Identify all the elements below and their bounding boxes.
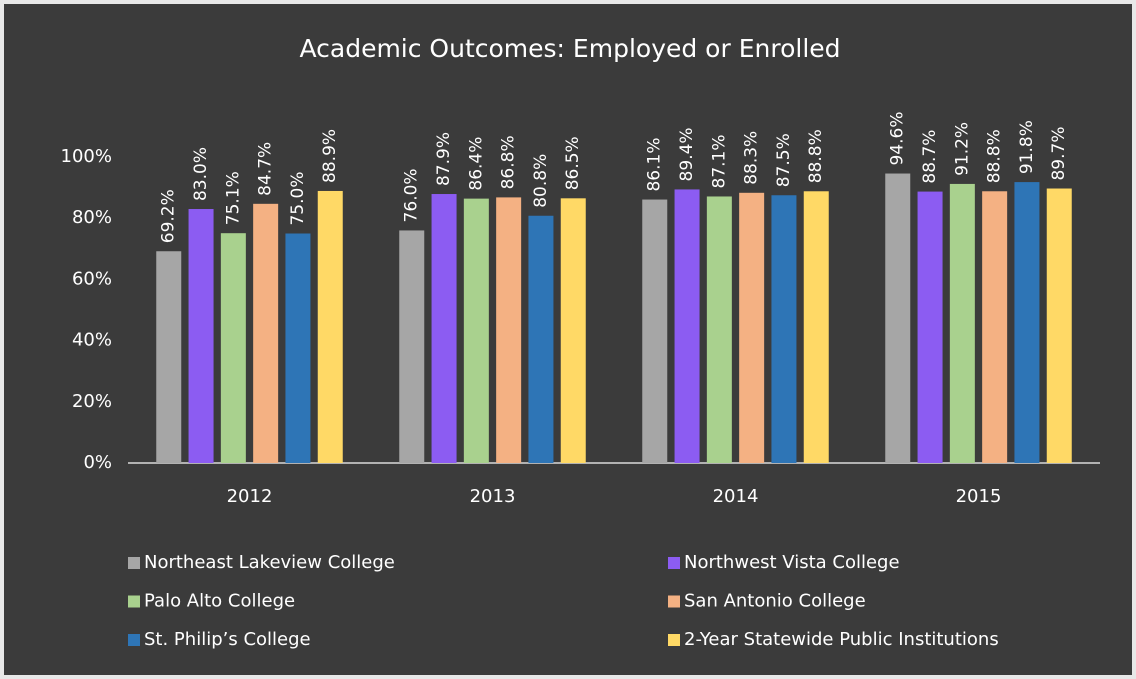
bar [803, 191, 829, 463]
data-label: 83.0% [191, 147, 211, 201]
legend-swatch [668, 557, 680, 569]
data-label: 75.0% [288, 171, 308, 225]
bar [706, 196, 732, 463]
y-tick-label: 80% [72, 207, 112, 228]
bar [674, 189, 700, 463]
data-label: 89.4% [677, 127, 697, 181]
bar [739, 192, 765, 463]
bar [431, 194, 457, 463]
bar [1014, 182, 1040, 464]
data-label: 88.9% [320, 129, 340, 183]
y-tick-label: 20% [72, 391, 112, 412]
y-tick-label: 60% [72, 268, 112, 289]
data-label: 86.1% [645, 138, 665, 192]
x-tick-label: 2014 [713, 486, 759, 507]
data-label: 76.0% [402, 168, 422, 222]
bar [156, 251, 182, 463]
bar [285, 233, 311, 463]
bar [642, 199, 668, 463]
data-label: 86.8% [499, 135, 519, 189]
data-label: 88.3% [742, 131, 762, 185]
data-label: 84.7% [256, 142, 276, 196]
data-label: 88.8% [985, 129, 1005, 183]
data-label: 80.8% [531, 154, 551, 208]
chart-title: Academic Outcomes: Employed or Enrolled [299, 34, 840, 63]
data-label: 88.8% [806, 129, 826, 183]
x-tick-label: 2012 [227, 486, 273, 507]
legend-swatch [668, 634, 680, 646]
data-label: 87.5% [774, 133, 794, 187]
y-tick-label: 100% [61, 146, 112, 167]
data-label: 69.2% [159, 189, 179, 243]
data-label: 87.9% [434, 132, 454, 186]
bar [399, 230, 425, 463]
y-tick-label: 40% [72, 330, 112, 351]
x-tick-label: 2015 [956, 486, 1002, 507]
bar [188, 209, 214, 463]
legend-swatch [128, 634, 140, 646]
bar [885, 173, 911, 464]
legend-label: 2-Year Statewide Public Institutions [684, 629, 999, 650]
data-label: 88.7% [920, 130, 940, 184]
bar [463, 198, 489, 463]
bar [317, 190, 343, 463]
legend-label: Northwest Vista College [684, 552, 900, 573]
data-label: 86.5% [563, 136, 583, 190]
y-tick-label: 0% [83, 452, 112, 473]
bar [496, 197, 522, 463]
data-label: 89.7% [1049, 127, 1069, 181]
legend-swatch [128, 557, 140, 569]
data-label: 87.1% [709, 134, 729, 188]
data-label: 91.2% [952, 122, 972, 176]
bar [949, 183, 975, 464]
bar [1046, 188, 1072, 463]
bar [560, 198, 586, 463]
bar [528, 215, 554, 463]
legend-swatch [128, 595, 140, 608]
data-label: 75.1% [223, 171, 243, 225]
legend-swatch [668, 595, 680, 608]
x-tick-label: 2013 [470, 486, 516, 507]
bar [982, 191, 1008, 463]
bar [771, 195, 797, 463]
data-label: 91.8% [1017, 120, 1037, 174]
legend-label: Northeast Lakeview College [144, 552, 395, 573]
bar [220, 233, 246, 463]
legend-label: San Antonio College [684, 591, 866, 612]
bar [253, 203, 279, 463]
bar [917, 191, 943, 463]
legend-label: St. Philip’s College [144, 629, 311, 650]
legend-label: Palo Alto College [144, 591, 295, 612]
data-label: 86.4% [466, 137, 486, 191]
data-label: 94.6% [888, 112, 908, 166]
